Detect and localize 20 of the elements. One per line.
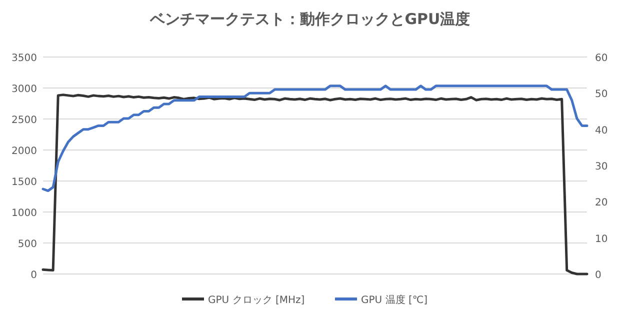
y2-tick-label: 50 [595, 89, 608, 100]
y-tick-label: 3000 [12, 84, 37, 95]
y-tick-label: 2000 [12, 146, 37, 157]
y-tick-label: 2500 [12, 115, 37, 126]
y2-tick-label: 40 [595, 125, 608, 136]
y2-tick-label: 30 [595, 162, 608, 172]
y2-tick-label: 10 [595, 234, 608, 245]
line-series [42, 94, 588, 276]
y-tick-label: 500 [18, 239, 37, 250]
legend-label: GPU クロック [MHz] [208, 295, 305, 306]
y-tick-label: 1000 [12, 208, 37, 219]
y2-tick-label: 20 [595, 198, 608, 209]
y-tick-label: 1500 [12, 177, 37, 188]
line-series [42, 84, 588, 192]
y-tick-label: 0 [30, 270, 37, 281]
legend-label: GPU 温度 [℃] [361, 294, 428, 306]
y-tick-label: 3500 [12, 53, 37, 64]
chart-title: ベンチマークテスト：動作クロックとGPU温度 [148, 10, 470, 28]
y2-tick-label: 60 [595, 53, 608, 64]
y2-tick-label: 0 [595, 270, 602, 281]
